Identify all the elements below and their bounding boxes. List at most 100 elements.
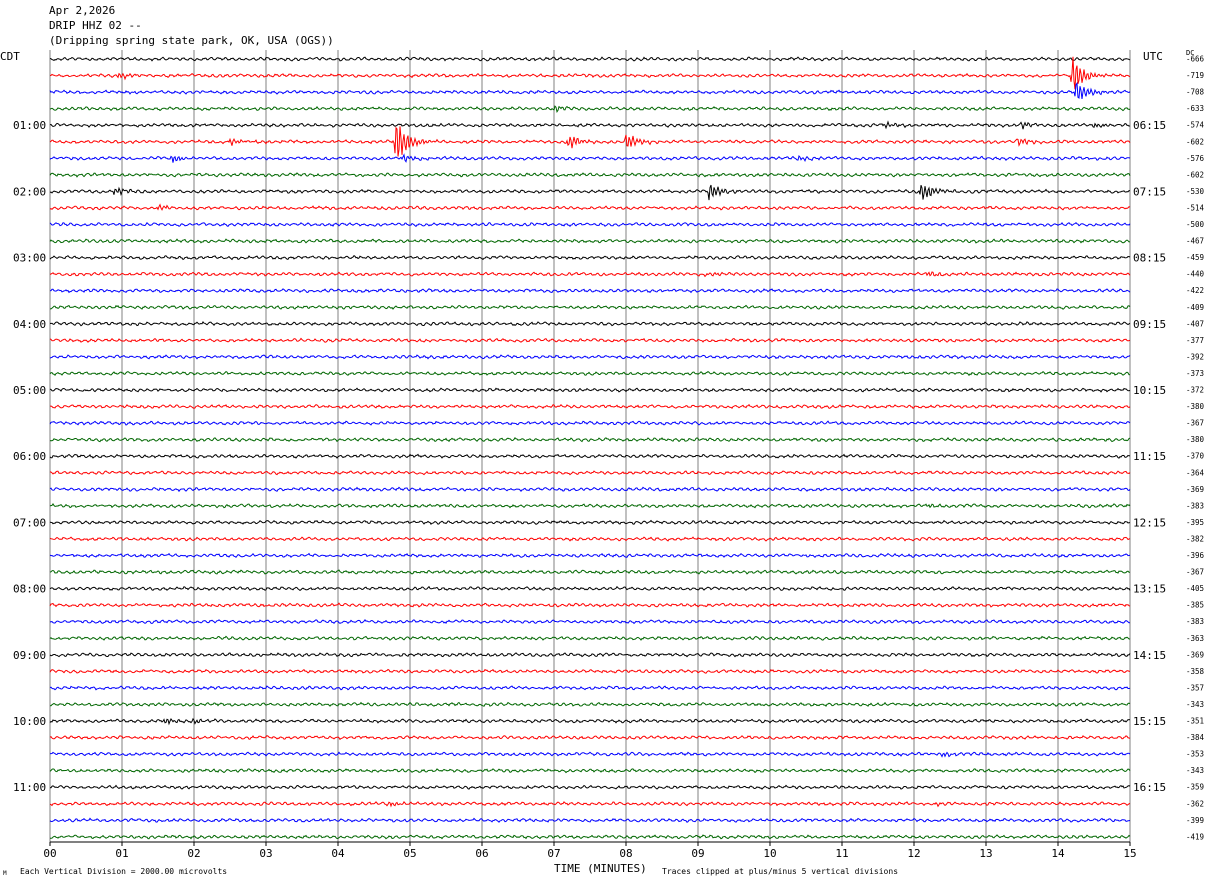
dc-offset-label: -708 <box>1186 88 1205 97</box>
trace-blue <box>49 221 1131 228</box>
trace-blue <box>49 751 1131 758</box>
dc-offset-label: -399 <box>1186 816 1204 825</box>
dc-offset-label: -633 <box>1186 104 1204 113</box>
x-tick-label: 09 <box>691 847 704 860</box>
dc-offset-label: -357 <box>1186 683 1204 692</box>
x-tick-label: 12 <box>907 847 920 860</box>
trace-black <box>50 784 1131 790</box>
dc-offset-label: -459 <box>1186 253 1204 262</box>
trace-red <box>49 668 1131 674</box>
dc-offset-label: -353 <box>1186 750 1204 759</box>
trace-black <box>49 453 1131 459</box>
trace-red <box>49 734 1131 741</box>
left-time-label: 06:00 <box>13 450 46 463</box>
right-time-label: 12:15 <box>1133 516 1166 529</box>
left-time-label: 04:00 <box>13 318 46 331</box>
dc-offset-label: -383 <box>1186 617 1204 626</box>
left-time-label: 11:00 <box>13 781 46 794</box>
left-time-label: 05:00 <box>13 384 46 397</box>
trace-black <box>49 56 1131 62</box>
trace-black <box>49 120 1131 130</box>
x-tick-label: 15 <box>1123 847 1136 860</box>
dc-offset-label: -602 <box>1186 170 1204 179</box>
dc-offset-label: -380 <box>1186 402 1205 411</box>
right-time-label: 13:15 <box>1133 583 1166 596</box>
clip-note: Traces clipped at plus/minus 5 vertical … <box>662 867 899 876</box>
trace-green <box>49 172 1131 178</box>
dc-offset-label: -500 <box>1186 220 1205 229</box>
trace-blue <box>49 552 1131 559</box>
trace-green <box>49 238 1131 244</box>
dc-offset-label: -358 <box>1186 667 1205 676</box>
trace-red <box>49 271 1131 278</box>
header-date: Apr 2,2026 <box>49 4 116 17</box>
trace-red <box>49 801 1131 808</box>
dc-offset-label: -372 <box>1186 386 1204 395</box>
x-tick-label: 00 <box>43 847 56 860</box>
scale-note: Each Vertical Division = 2000.00 microvo… <box>20 867 228 876</box>
trace-green <box>50 304 1131 310</box>
dc-offset-label: -440 <box>1186 270 1205 279</box>
dc-offset-label: -343 <box>1186 700 1204 709</box>
trace-black <box>49 585 1131 592</box>
x-tick-label: 13 <box>979 847 992 860</box>
trace-red <box>49 203 1131 211</box>
dc-offset-header: DC <box>1186 49 1195 57</box>
dc-offset-label: -373 <box>1186 369 1204 378</box>
trace-green <box>49 635 1131 641</box>
trace-blue <box>49 354 1131 360</box>
dc-offset-label: -359 <box>1186 783 1204 792</box>
trace-blue <box>49 153 1131 163</box>
x-tick-label: 10 <box>763 847 776 860</box>
trace-black <box>49 717 1131 726</box>
trace-green <box>49 105 1131 114</box>
trace-black <box>49 184 1131 201</box>
dc-offset-label: -383 <box>1186 501 1204 510</box>
dc-offset-label: -377 <box>1186 336 1204 345</box>
trace-blue <box>49 288 1131 294</box>
trace-black <box>49 320 1131 327</box>
dc-offset-label: -392 <box>1186 352 1204 361</box>
right-time-label: 08:15 <box>1133 252 1166 265</box>
trace-red <box>49 536 1131 542</box>
right-time-label: 09:15 <box>1133 318 1166 331</box>
dc-offset-label: -362 <box>1186 799 1204 808</box>
trace-blue <box>49 486 1131 493</box>
trace-blue <box>49 817 1131 823</box>
x-tick-label: 14 <box>1051 847 1065 860</box>
dc-offset-label: -405 <box>1186 584 1204 593</box>
right-time-label: 11:15 <box>1133 450 1166 463</box>
dc-offset-label: -369 <box>1186 650 1204 659</box>
left-time-label: 07:00 <box>13 516 46 529</box>
dc-offset-label: -367 <box>1186 568 1204 577</box>
x-tick-label: 02 <box>187 847 200 860</box>
x-tick-label: 05 <box>403 847 416 860</box>
right-time-label: 07:15 <box>1133 185 1166 198</box>
timezone-left-label: CDT <box>0 50 20 63</box>
dc-offset-label: -574 <box>1186 121 1205 130</box>
dc-offset-label: -370 <box>1186 452 1205 461</box>
x-tick-label: 01 <box>115 847 128 860</box>
trace-green <box>49 370 1131 377</box>
trace-green <box>50 834 1131 840</box>
dc-offset-label: -369 <box>1186 485 1204 494</box>
trace-black <box>49 652 1131 658</box>
trace-blue <box>49 685 1131 691</box>
dc-offset-label: -419 <box>1186 832 1204 841</box>
left-time-label: 01:00 <box>13 119 46 132</box>
right-time-label: 06:15 <box>1133 119 1166 132</box>
trace-red <box>49 403 1131 410</box>
dc-offset-label: -602 <box>1186 137 1204 146</box>
x-tick-label: 03 <box>259 847 272 860</box>
x-tick-label: 08 <box>619 847 632 860</box>
header-location: (Dripping spring state park, OK, USA (OG… <box>49 34 334 47</box>
x-tick-label: 11 <box>835 847 848 860</box>
trace-green <box>49 768 1131 774</box>
dc-offset-label: -385 <box>1186 601 1204 610</box>
dc-offset-label: -380 <box>1186 435 1205 444</box>
timezone-right-label: UTC <box>1143 50 1163 63</box>
x-axis-title: TIME (MINUTES) <box>554 862 647 875</box>
right-time-label: 10:15 <box>1133 384 1166 397</box>
trace-red <box>49 470 1131 476</box>
left-time-label: 08:00 <box>13 583 46 596</box>
